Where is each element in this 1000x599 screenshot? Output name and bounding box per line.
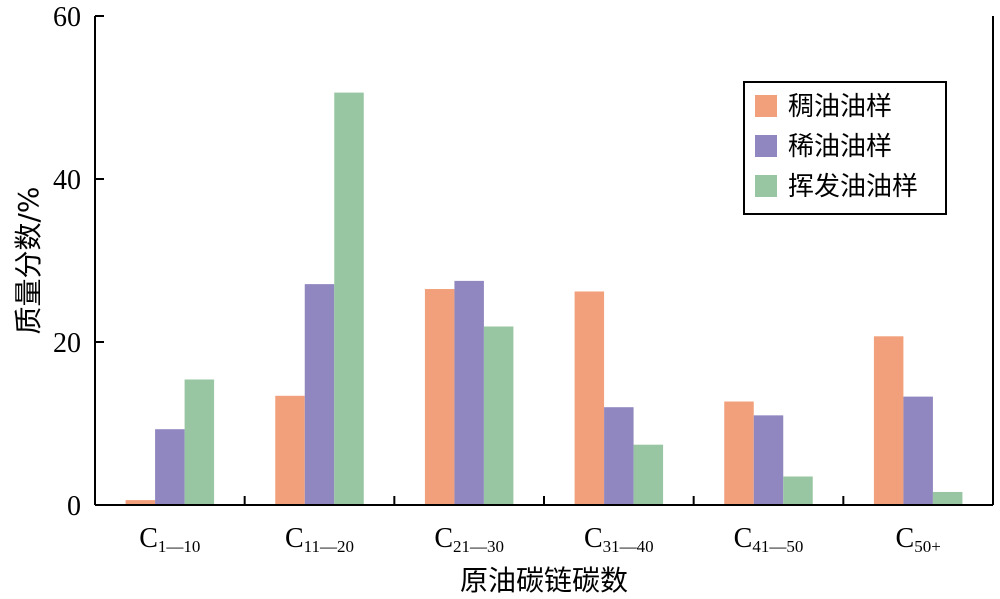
x-tick-label: C11—20 <box>285 523 354 556</box>
bar-series-2-cat-3 <box>454 280 484 506</box>
bar-series-3-cat-3 <box>483 326 514 505</box>
legend-box <box>743 81 947 215</box>
legend-label: 挥发油油样 <box>788 172 918 202</box>
bar-series-2-cat-5 <box>753 415 784 505</box>
bar-series-3-cat-2 <box>334 92 364 506</box>
bar-series-2-cat-6 <box>903 396 933 505</box>
y-tick-label: 40 <box>53 165 81 196</box>
legend-swatch <box>755 175 777 197</box>
bar-series-1-cat-3 <box>424 289 455 505</box>
bar-series-2-cat-1 <box>155 429 185 505</box>
bar-series-1-cat-2 <box>275 395 305 505</box>
legend-label: 稠油油样 <box>788 92 892 122</box>
bar-series-1-cat-4 <box>574 291 605 505</box>
y-tick-label: 0 <box>67 491 81 522</box>
y-tick-label: 20 <box>53 328 81 359</box>
x-tick-label: C31—40 <box>584 523 654 556</box>
bar-series-3-cat-5 <box>783 476 813 505</box>
y-tick-label: 60 <box>53 2 81 33</box>
legend-swatch <box>755 95 777 117</box>
x-tick-label: C21—30 <box>434 523 504 556</box>
bar-series-1-cat-5 <box>724 401 754 505</box>
y-axis-title: 质量分数/% <box>12 186 45 334</box>
bar-series-2-cat-2 <box>304 284 335 505</box>
legend-label: 稀油油样 <box>788 132 892 162</box>
axes-layer: 0 20 40 60 C1—10 C11—20 C21—30 C31—40 C41—50 C50+ <box>53 2 994 556</box>
bars-layer <box>125 92 963 506</box>
bar-series-2-cat-4 <box>604 407 634 505</box>
bar-series-3-cat-4 <box>633 444 664 505</box>
x-tick-label: C50+ <box>896 523 941 556</box>
bar-series-3-cat-1 <box>184 379 215 505</box>
x-axis-title: 原油碳链碳数 <box>460 564 628 597</box>
legend-swatch <box>755 135 777 157</box>
bar-series-1-cat-6 <box>873 336 904 505</box>
bar-series-3-cat-6 <box>932 491 963 505</box>
x-tick-label: C1—10 <box>139 523 200 556</box>
bar-series-1-cat-1 <box>125 500 156 505</box>
x-tick-label: C41—50 <box>734 523 804 556</box>
